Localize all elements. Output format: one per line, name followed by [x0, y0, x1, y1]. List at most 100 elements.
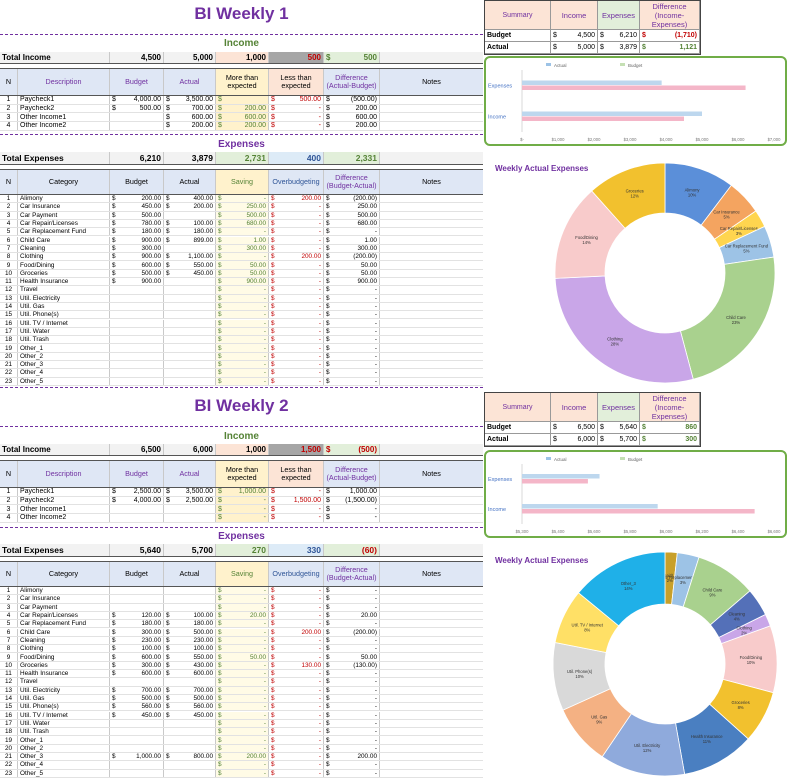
saving-cell[interactable]: $ -	[216, 744, 269, 752]
actual-cell[interactable]	[164, 244, 216, 253]
notes-cell[interactable]	[380, 328, 483, 335]
expense-category[interactable]: Util. Phone(s)	[18, 311, 110, 319]
budget-cell[interactable]	[110, 122, 164, 130]
total-expenses-diff[interactable]: (60)	[324, 544, 380, 556]
more-cell[interactable]: $200.00	[216, 122, 269, 130]
budget-cell[interactable]	[110, 113, 164, 122]
expense-category[interactable]: Car Replacement Fund	[18, 228, 110, 236]
less-cell[interactable]: $ -	[269, 104, 324, 113]
total-expenses-actual[interactable]: 3,879	[164, 152, 216, 164]
budget-cell[interactable]	[110, 294, 164, 302]
total-income-notes[interactable]	[380, 52, 483, 63]
expense-category[interactable]: Child Care	[18, 236, 110, 244]
total-income-diff[interactable]: $ (500)	[324, 444, 380, 455]
difference-cell[interactable]: $ -	[324, 728, 380, 736]
budget-cell[interactable]: $600.00	[110, 261, 164, 269]
over-cell[interactable]: $ -	[269, 302, 324, 311]
actual-cell[interactable]	[164, 728, 216, 736]
budget-cell[interactable]: $4,000.00	[110, 96, 164, 104]
over-cell[interactable]: $ -	[269, 278, 324, 286]
actual-cell[interactable]: $450.00	[164, 711, 216, 719]
difference-cell[interactable]: $50.00	[324, 269, 380, 277]
actual-cell[interactable]: $1,100.00	[164, 253, 216, 261]
actual-cell[interactable]: $500.00	[164, 628, 216, 636]
total-expenses-over[interactable]: 400	[269, 152, 324, 164]
expense-category[interactable]: Car Payment	[18, 603, 110, 611]
notes-cell[interactable]	[380, 645, 483, 652]
total-income-less[interactable]: 1,500	[269, 444, 324, 455]
budget-cell[interactable]: $500.00	[110, 694, 164, 703]
notes-cell[interactable]	[380, 753, 483, 760]
actual-cell[interactable]: $560.00	[164, 703, 216, 711]
budget-cell[interactable]: $700.00	[110, 686, 164, 694]
expense-category[interactable]: Cleaning	[18, 244, 110, 253]
saving-cell[interactable]: $ -	[216, 377, 269, 385]
difference-cell[interactable]: $200.00	[324, 753, 380, 761]
difference-cell[interactable]: $ -	[324, 595, 380, 603]
saving-cell[interactable]: $50.00	[216, 269, 269, 277]
income-description[interactable]: Paycheck1	[18, 96, 110, 104]
over-cell[interactable]: $ -	[269, 311, 324, 319]
over-cell[interactable]: $ -	[269, 211, 324, 219]
over-cell[interactable]: $ -	[269, 344, 324, 352]
notes-cell[interactable]	[380, 96, 483, 104]
actual-cell[interactable]: $100.00	[164, 219, 216, 228]
saving-cell[interactable]: $250.00	[216, 203, 269, 211]
difference-cell[interactable]: $ -	[324, 711, 380, 719]
budget-cell[interactable]: $600.00	[110, 670, 164, 678]
notes-cell[interactable]	[380, 587, 483, 594]
notes-cell[interactable]	[380, 770, 483, 777]
actual-cell[interactable]: $500.00	[164, 694, 216, 703]
notes-cell[interactable]	[380, 505, 483, 513]
notes-cell[interactable]	[380, 344, 483, 351]
saving-cell[interactable]: $ -	[216, 711, 269, 719]
total-expenses-saving[interactable]: 2,731	[216, 152, 269, 164]
difference-cell[interactable]: $ -	[324, 719, 380, 728]
income-description[interactable]: Paycheck1	[18, 488, 110, 496]
saving-cell[interactable]: $680.00	[216, 219, 269, 228]
saving-cell[interactable]: $ -	[216, 228, 269, 236]
total-expenses-saving[interactable]: 270	[216, 544, 269, 556]
over-cell[interactable]: $ -	[269, 719, 324, 728]
saving-cell[interactable]: $ -	[216, 327, 269, 336]
expense-category[interactable]: Health Insurance	[18, 278, 110, 286]
difference-cell[interactable]: $1.00	[324, 236, 380, 244]
notes-cell[interactable]	[380, 662, 483, 669]
over-cell[interactable]: $ -	[269, 694, 324, 703]
budget-cell[interactable]	[110, 719, 164, 728]
actual-cell[interactable]: $2,500.00	[164, 496, 216, 505]
difference-cell[interactable]: $ -	[324, 603, 380, 611]
expense-category[interactable]: Other_2	[18, 352, 110, 360]
notes-cell[interactable]	[380, 687, 483, 694]
expense-category[interactable]: Util. Electricity	[18, 294, 110, 302]
actual-cell[interactable]: $180.00	[164, 620, 216, 628]
over-cell[interactable]: $ -	[269, 611, 324, 620]
budget-cell[interactable]	[110, 344, 164, 352]
notes-cell[interactable]	[380, 278, 483, 285]
saving-cell[interactable]: $ -	[216, 587, 269, 595]
difference-cell[interactable]: $ (200.00)	[324, 195, 380, 203]
saving-cell[interactable]: $ -	[216, 595, 269, 603]
income-description[interactable]: Other Income2	[18, 514, 110, 522]
less-cell[interactable]: $1,500.00	[269, 496, 324, 505]
notes-cell[interactable]	[380, 745, 483, 752]
budget-cell[interactable]: $900.00	[110, 236, 164, 244]
budget-cell[interactable]: $180.00	[110, 228, 164, 236]
notes-cell[interactable]	[380, 595, 483, 602]
actual-cell[interactable]	[164, 719, 216, 728]
expense-category[interactable]: Util. Trash	[18, 728, 110, 736]
notes-cell[interactable]	[380, 712, 483, 719]
actual-cell[interactable]: $230.00	[164, 636, 216, 645]
actual-cell[interactable]	[164, 327, 216, 336]
saving-cell[interactable]: $50.00	[216, 653, 269, 661]
difference-cell[interactable]: $ -	[324, 505, 380, 514]
difference-cell[interactable]: $ -	[324, 228, 380, 236]
difference-cell[interactable]: $200.00	[324, 122, 380, 130]
budget-cell[interactable]: $300.00	[110, 628, 164, 636]
total-expenses-notes[interactable]	[380, 152, 483, 164]
expense-category[interactable]: Util. Water	[18, 719, 110, 728]
expense-category[interactable]: Car Repair/Licenses	[18, 219, 110, 228]
budget-cell[interactable]	[110, 514, 164, 522]
budget-cell[interactable]: $120.00	[110, 611, 164, 620]
over-cell[interactable]: $200.00	[269, 628, 324, 636]
